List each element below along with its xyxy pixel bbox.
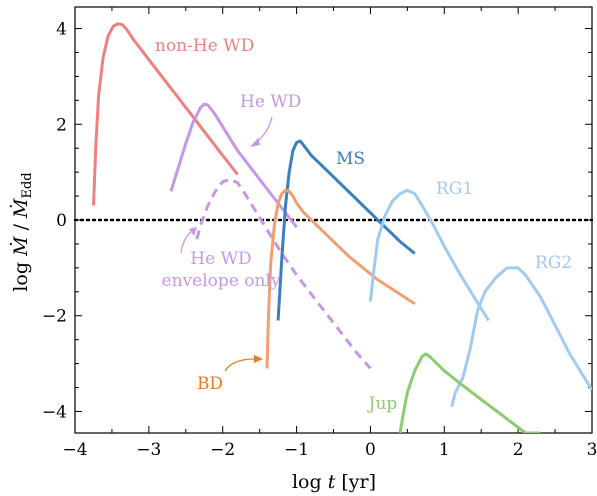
x-tick-label: 2 xyxy=(513,440,524,460)
series-line-jup xyxy=(398,352,541,433)
arrows-layer xyxy=(180,116,273,372)
y-tick-label: −4 xyxy=(42,402,67,422)
bd-arrow-head xyxy=(254,355,263,363)
x-tick-label: −4 xyxy=(62,440,87,460)
series-line-rg1 xyxy=(368,188,490,322)
x-tick-label: −3 xyxy=(136,440,161,460)
series-layer xyxy=(92,22,592,433)
y-tick-label: 4 xyxy=(56,20,67,40)
y-tick-label: −2 xyxy=(42,307,67,327)
y-axis-label: log Ṁ / ṀEdd xyxy=(9,172,35,291)
he-wd-arrow-head xyxy=(250,138,260,147)
series-label-jup: Jup xyxy=(367,394,398,414)
x-tick-label: 0 xyxy=(365,440,376,460)
series-label-ms: MS xyxy=(336,149,365,169)
series-label-bd: BD xyxy=(197,374,223,394)
x-tick-label: −1 xyxy=(284,440,309,460)
series-label-rg2: RG2 xyxy=(535,253,572,273)
series-label-he-wd: He WD xyxy=(240,92,301,112)
x-tick-label: 1 xyxy=(439,440,450,460)
x-tick-label: 3 xyxy=(587,440,597,460)
series-line-non-he-wd xyxy=(92,22,239,206)
series-label-non-he-wd: non-He WD xyxy=(155,36,254,56)
series-label-rg1: RG1 xyxy=(436,179,473,199)
x-axis-label: log t [yr] xyxy=(292,471,376,493)
x-tick-label: −2 xyxy=(210,440,235,460)
y-tick-label: 0 xyxy=(56,211,67,231)
series-label-envelope-only: envelope only xyxy=(162,271,281,291)
y-tick-label: 2 xyxy=(56,115,67,135)
series-line-bd xyxy=(265,188,416,369)
he-wd-envelope-arrow-head xyxy=(189,227,197,236)
series-line-he-wd-envelope-only xyxy=(195,177,372,370)
bd-arrow xyxy=(224,358,256,372)
plot-area: −4 −3 −2 −1 0 1 2 3 −4 −2 0 2 4 xyxy=(42,6,597,460)
series-line-he-wd xyxy=(169,102,298,229)
series-line-rg2 xyxy=(450,266,592,408)
series-line-ms xyxy=(276,139,416,321)
series-label-he-wd: He WD xyxy=(190,249,251,269)
he-wd-envelope-arrow xyxy=(180,230,193,254)
